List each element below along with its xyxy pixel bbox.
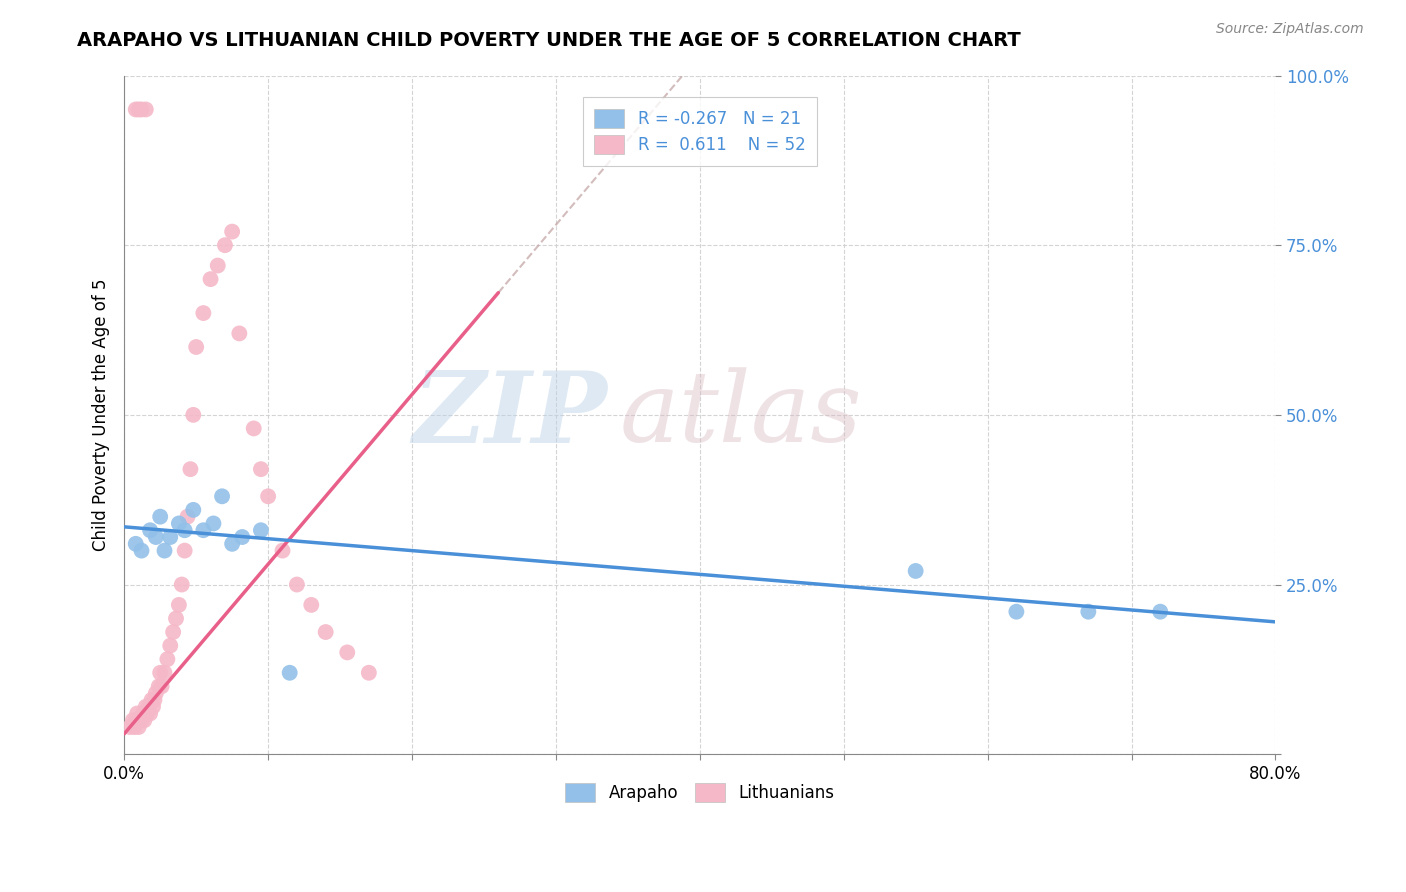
Point — [125, 103, 148, 117]
Point — [1149, 605, 1171, 619]
Point — [165, 611, 187, 625]
Point — [904, 564, 927, 578]
Point — [145, 686, 167, 700]
Point — [179, 462, 201, 476]
Point — [193, 306, 215, 320]
Point — [139, 706, 162, 721]
Point — [231, 530, 253, 544]
Point — [156, 652, 179, 666]
Point — [167, 598, 190, 612]
Point — [149, 509, 172, 524]
Point — [129, 713, 152, 727]
Point — [202, 516, 225, 531]
Point — [135, 699, 157, 714]
Point — [128, 103, 150, 117]
Point — [131, 713, 153, 727]
Point — [127, 706, 149, 721]
Point — [336, 645, 359, 659]
Y-axis label: Child Poverty Under the Age of 5: Child Poverty Under the Age of 5 — [93, 278, 110, 551]
Point — [173, 543, 195, 558]
Text: atlas: atlas — [619, 368, 862, 463]
Point — [211, 489, 233, 503]
Point — [139, 523, 162, 537]
Point — [132, 706, 155, 721]
Point — [131, 103, 153, 117]
Point — [138, 699, 160, 714]
Point — [134, 713, 156, 727]
Point — [118, 720, 141, 734]
Point — [125, 537, 148, 551]
Point — [153, 665, 176, 680]
Point — [176, 509, 198, 524]
Point — [207, 259, 229, 273]
Point — [271, 543, 294, 558]
Point — [135, 103, 157, 117]
Point — [221, 537, 243, 551]
Text: ARAPAHO VS LITHUANIAN CHILD POVERTY UNDER THE AGE OF 5 CORRELATION CHART: ARAPAHO VS LITHUANIAN CHILD POVERTY UNDE… — [77, 31, 1021, 50]
Point — [124, 720, 146, 734]
Point — [257, 489, 280, 503]
Point — [149, 665, 172, 680]
Point — [181, 408, 204, 422]
Point — [214, 238, 236, 252]
Point — [145, 530, 167, 544]
Point — [159, 530, 181, 544]
Point — [143, 693, 166, 707]
Point — [357, 665, 380, 680]
Point — [221, 225, 243, 239]
Point — [125, 713, 148, 727]
Point — [299, 598, 322, 612]
Point — [315, 625, 337, 640]
Point — [250, 523, 273, 537]
Point — [278, 665, 301, 680]
Point — [1005, 605, 1028, 619]
Point — [162, 625, 184, 640]
Point — [250, 462, 273, 476]
Point — [167, 516, 190, 531]
Point — [173, 523, 195, 537]
Point — [186, 340, 208, 354]
Point — [159, 639, 181, 653]
Point — [200, 272, 222, 286]
Point — [150, 679, 173, 693]
Legend: Arapaho, Lithuanians: Arapaho, Lithuanians — [554, 772, 846, 814]
Text: ZIP: ZIP — [413, 367, 607, 463]
Point — [170, 577, 193, 591]
Point — [148, 679, 170, 693]
Point — [228, 326, 250, 341]
Point — [131, 543, 153, 558]
Point — [181, 503, 204, 517]
Point — [193, 523, 215, 537]
Point — [1077, 605, 1099, 619]
Point — [242, 421, 264, 435]
Point — [142, 699, 165, 714]
Point — [136, 706, 159, 721]
Point — [141, 693, 163, 707]
Point — [285, 577, 308, 591]
Text: Source: ZipAtlas.com: Source: ZipAtlas.com — [1216, 22, 1364, 37]
Point — [128, 720, 150, 734]
Point — [121, 713, 143, 727]
Point — [153, 543, 176, 558]
